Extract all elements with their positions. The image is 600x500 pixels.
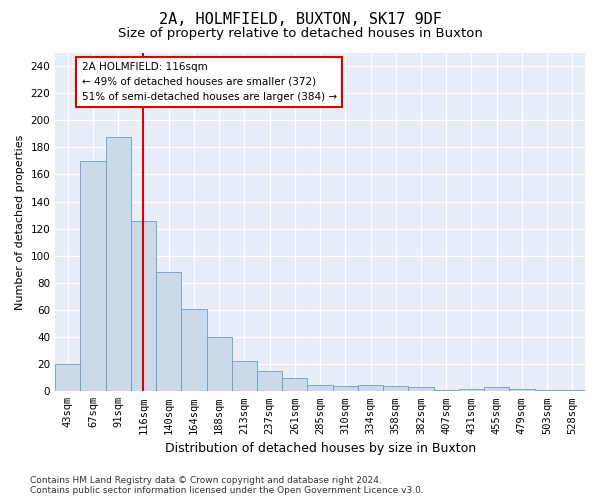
Text: Size of property relative to detached houses in Buxton: Size of property relative to detached ho… [118, 28, 482, 40]
Bar [459, 388, 484, 392]
Bar [257, 371, 282, 392]
Text: 2A, HOLMFIELD, BUXTON, SK17 9DF: 2A, HOLMFIELD, BUXTON, SK17 9DF [158, 12, 442, 28]
Text: 2A HOLMFIELD: 116sqm
← 49% of detached houses are smaller (372)
51% of semi-deta: 2A HOLMFIELD: 116sqm ← 49% of detached h… [82, 62, 337, 102]
Bar [434, 390, 459, 392]
Y-axis label: Number of detached properties: Number of detached properties [15, 134, 25, 310]
Bar [232, 362, 257, 392]
Bar [509, 388, 535, 392]
Bar [156, 272, 181, 392]
Bar [307, 384, 332, 392]
Bar [484, 387, 509, 392]
Bar [282, 378, 307, 392]
Bar [206, 337, 232, 392]
Bar [131, 220, 156, 392]
Bar [80, 161, 106, 392]
Bar [383, 386, 409, 392]
Bar [332, 386, 358, 392]
Bar [55, 364, 80, 392]
Text: Contains HM Land Registry data © Crown copyright and database right 2024.
Contai: Contains HM Land Registry data © Crown c… [30, 476, 424, 495]
Bar [358, 384, 383, 392]
X-axis label: Distribution of detached houses by size in Buxton: Distribution of detached houses by size … [164, 442, 476, 455]
Bar [106, 136, 131, 392]
Bar [409, 387, 434, 392]
Bar [535, 390, 560, 392]
Bar [181, 308, 206, 392]
Bar [560, 390, 585, 392]
